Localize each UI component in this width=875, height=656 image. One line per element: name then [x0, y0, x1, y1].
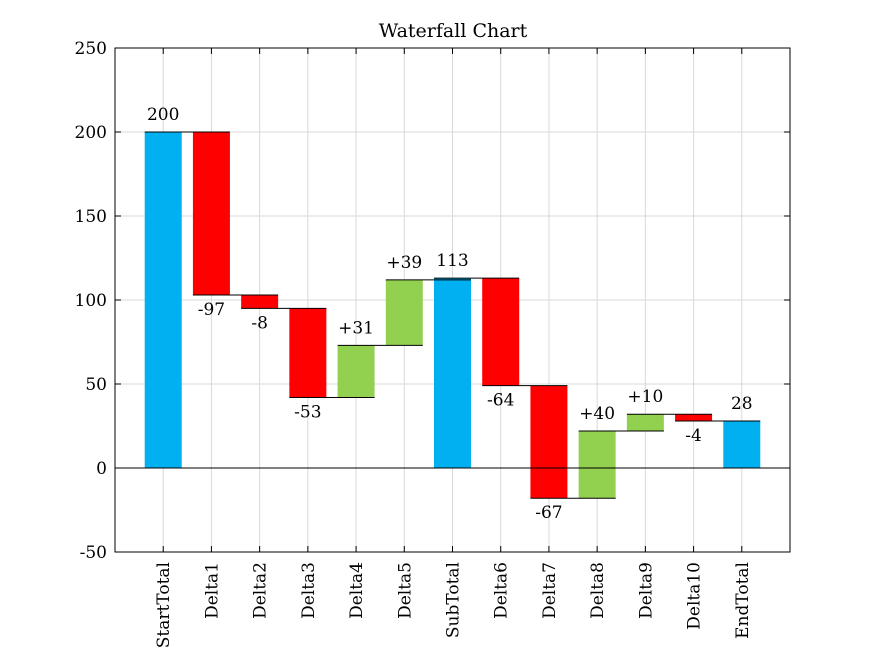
data-label: -97	[198, 300, 225, 320]
plot-frame	[114, 47, 791, 553]
y-tick-label: -50	[80, 543, 107, 563]
data-label: -53	[294, 402, 321, 422]
data-label: +40	[579, 404, 615, 424]
data-label: 113	[436, 251, 468, 271]
x-tick-label: Delta7	[540, 562, 560, 619]
y-tick-label: 0	[96, 459, 107, 479]
data-label: -4	[685, 426, 702, 446]
bar-delta3	[289, 308, 327, 398]
data-label: +31	[338, 318, 374, 338]
bar-subtotal	[434, 278, 471, 468]
x-tick-label: StartTotal	[154, 562, 174, 648]
axis-layer: -50 0 50 100 150 200 250 StartTotal Delta1 Delta2…	[75, 39, 791, 648]
x-tick-label: Delta1	[202, 562, 222, 619]
data-label: +10	[627, 387, 663, 407]
y-tick-label: 150	[75, 207, 107, 227]
x-tick-label: EndTotal	[733, 562, 753, 639]
bar-delta2	[241, 294, 279, 309]
data-label: +39	[386, 253, 422, 273]
x-tick-label: SubTotal	[444, 562, 464, 638]
data-label: -8	[251, 313, 268, 333]
y-tick-label: 200	[75, 123, 107, 143]
data-label: 28	[731, 394, 753, 414]
bar-starttotal	[144, 132, 182, 468]
x-tick-label: Delta3	[299, 562, 319, 619]
bar-delta10	[675, 414, 713, 421]
chart-title: Waterfall Chart	[379, 20, 528, 42]
label-layer: 200 -97 -8 -53 +31 +39 113 -64 -67 +40 +10 -4 28	[147, 105, 753, 523]
bar-delta5	[385, 279, 423, 346]
x-tick-label: Delta4	[347, 562, 367, 619]
x-tick-label: Delta2	[251, 562, 271, 619]
bar-delta7	[530, 385, 568, 499]
bar-delta1	[192, 132, 230, 295]
bar-delta4	[337, 345, 375, 398]
data-label: -67	[535, 503, 562, 523]
y-tick-label: 250	[75, 39, 107, 59]
x-tick-label: Delta5	[395, 562, 415, 619]
bar-delta8	[578, 431, 616, 499]
x-tick-label: Delta8	[588, 562, 608, 619]
x-tick-label: Delta9	[636, 562, 656, 619]
y-tick-label: 50	[85, 375, 107, 395]
bar-layer	[144, 131, 761, 499]
data-label: -64	[487, 391, 514, 411]
x-tick-label: Delta6	[492, 562, 512, 619]
bar-endtotal	[723, 420, 761, 468]
bar-delta6	[482, 278, 520, 386]
y-tick-label: 100	[75, 291, 107, 311]
data-label: 200	[147, 105, 179, 125]
bar-delta9	[626, 414, 664, 432]
x-tick-label: Delta10	[685, 562, 705, 630]
